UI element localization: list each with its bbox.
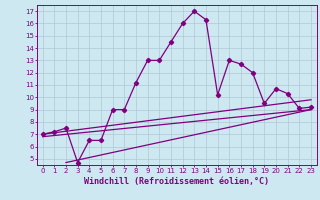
X-axis label: Windchill (Refroidissement éolien,°C): Windchill (Refroidissement éolien,°C) bbox=[84, 177, 269, 186]
